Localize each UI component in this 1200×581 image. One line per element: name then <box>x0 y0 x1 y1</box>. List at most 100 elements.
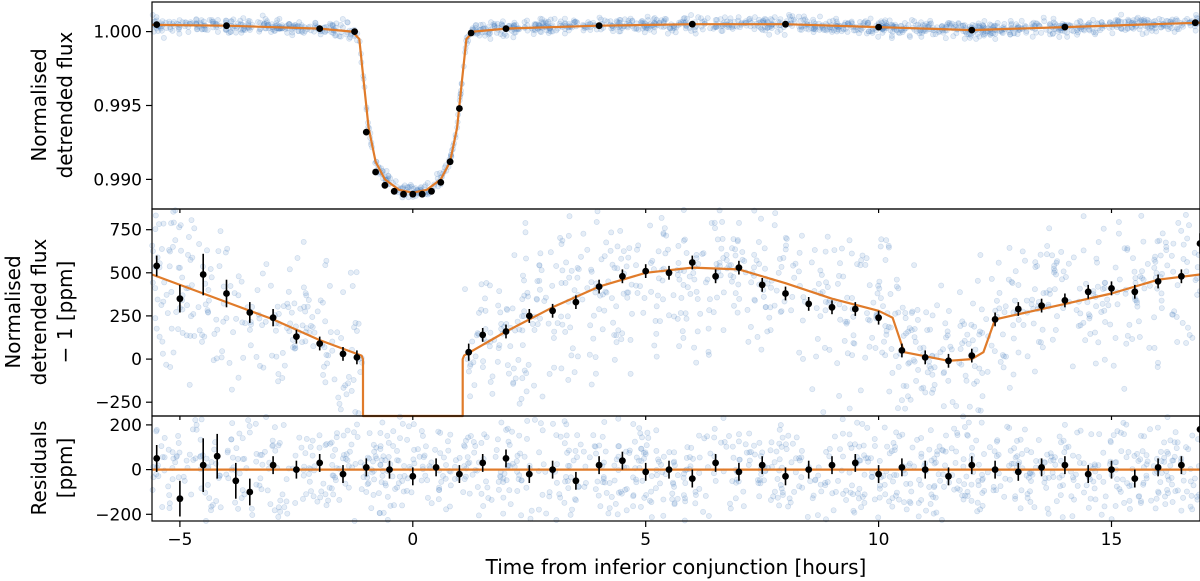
raw-point <box>202 301 209 308</box>
raw-point <box>469 471 476 478</box>
raw-point <box>1112 335 1119 341</box>
raw-point <box>876 457 883 464</box>
raw-point <box>565 376 572 383</box>
raw-point <box>154 254 161 261</box>
raw-point <box>1010 335 1017 342</box>
raw-point <box>276 439 283 446</box>
raw-point <box>461 463 468 470</box>
binned-point <box>991 316 999 323</box>
raw-point <box>1110 362 1117 369</box>
raw-point <box>737 24 743 31</box>
raw-point <box>1070 474 1076 481</box>
raw-point <box>629 310 635 317</box>
raw-point <box>336 400 343 407</box>
raw-point <box>271 424 278 431</box>
raw-point <box>176 30 183 37</box>
raw-point <box>850 491 856 498</box>
raw-point <box>909 309 915 316</box>
raw-point <box>185 251 191 258</box>
binned-point <box>921 466 929 473</box>
raw-point <box>563 432 570 439</box>
raw-point <box>196 327 203 334</box>
raw-point <box>1045 510 1052 517</box>
raw-point <box>1062 421 1068 428</box>
raw-point <box>915 316 921 323</box>
y-tick-label: −250 <box>95 393 142 413</box>
raw-point <box>662 250 669 257</box>
raw-point <box>798 474 805 481</box>
raw-point <box>680 474 687 481</box>
raw-point <box>1028 469 1035 476</box>
raw-point <box>882 323 889 329</box>
raw-point <box>906 498 913 505</box>
raw-point <box>891 471 898 478</box>
raw-point <box>471 449 478 456</box>
raw-point <box>1154 238 1161 245</box>
raw-point <box>1140 238 1147 245</box>
raw-point <box>294 255 301 261</box>
raw-point <box>764 328 771 335</box>
raw-point <box>1107 321 1114 328</box>
raw-point <box>209 502 216 508</box>
raw-point <box>173 309 180 315</box>
raw-point <box>862 354 869 361</box>
raw-point <box>1012 495 1018 502</box>
binned-point <box>875 314 882 322</box>
raw-point <box>357 459 364 466</box>
raw-point <box>547 249 554 256</box>
raw-point <box>632 438 638 445</box>
raw-point <box>601 307 608 314</box>
raw-point <box>296 434 303 441</box>
raw-point <box>577 441 584 448</box>
raw-point <box>1040 14 1047 21</box>
raw-point <box>579 296 586 303</box>
raw-point <box>787 13 793 20</box>
raw-point <box>1186 222 1192 229</box>
raw-point <box>1019 450 1025 457</box>
raw-point <box>630 503 636 510</box>
raw-point <box>531 327 538 333</box>
raw-point <box>957 289 963 296</box>
raw-point <box>490 21 497 28</box>
raw-point <box>517 450 523 457</box>
raw-point <box>229 420 236 426</box>
raw-point <box>903 506 910 513</box>
raw-point <box>310 343 317 350</box>
raw-point <box>1158 448 1164 455</box>
raw-point <box>354 434 361 440</box>
raw-point <box>1098 511 1105 518</box>
raw-point <box>1187 503 1194 510</box>
raw-point <box>793 434 800 441</box>
raw-point <box>175 440 182 446</box>
raw-point <box>211 330 218 337</box>
raw-point <box>214 28 221 35</box>
binned-point <box>595 461 603 469</box>
raw-point <box>1178 507 1185 514</box>
raw-point <box>767 16 774 22</box>
binned-point <box>991 466 999 473</box>
raw-point <box>732 495 739 502</box>
binned-point <box>898 464 906 471</box>
raw-point <box>394 484 400 491</box>
raw-point <box>930 510 937 517</box>
raw-point <box>992 30 999 37</box>
raw-point <box>447 482 454 489</box>
raw-point <box>691 344 697 351</box>
raw-point <box>521 277 527 284</box>
raw-point <box>518 512 524 519</box>
raw-point <box>320 480 327 487</box>
raw-point <box>877 243 884 250</box>
raw-point <box>375 490 382 496</box>
binned-point <box>875 470 882 478</box>
raw-point <box>1184 235 1191 242</box>
raw-point <box>796 455 802 462</box>
raw-point <box>1080 213 1087 220</box>
raw-point <box>675 472 681 479</box>
binned-point <box>456 105 463 112</box>
raw-point <box>300 238 307 245</box>
raw-point <box>283 498 290 505</box>
raw-point <box>940 403 947 410</box>
raw-point <box>896 496 902 503</box>
raw-point <box>239 435 246 442</box>
